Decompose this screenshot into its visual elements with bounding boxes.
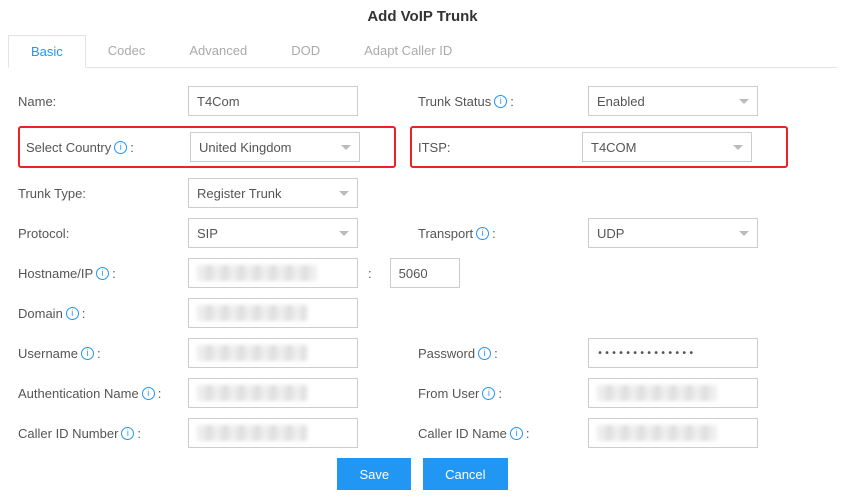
tab-bar: Basic Codec Advanced DOD Adapt Caller ID [8,35,837,68]
trunk-status-select[interactable]: Enabled [588,86,758,116]
info-icon[interactable]: i [81,347,94,360]
label-caller-id-number: Caller ID Number i: [18,426,188,441]
info-icon[interactable]: i [476,227,489,240]
domain-input[interactable] [188,298,358,328]
label-domain: Domain i: [18,306,188,321]
label-select-country: Select Country i: [26,140,190,155]
auth-name-input[interactable] [188,378,358,408]
save-button[interactable]: Save [337,458,411,490]
itsp-select[interactable]: T4COM [582,132,752,162]
label-from-user: From User i: [418,386,588,401]
chevron-down-icon [341,145,351,150]
info-icon[interactable]: i [478,347,491,360]
label-auth-name: Authentication Name i: [18,386,188,401]
redacted-value [597,385,717,401]
highlight-itsp: ITSP: T4COM [410,126,788,168]
redacted-value [197,385,307,401]
info-icon[interactable]: i [96,267,109,280]
page-title: Add VoIP Trunk [8,2,837,35]
trunk-type-select[interactable]: Register Trunk [188,178,358,208]
label-caller-id-name: Caller ID Name i: [418,426,588,441]
cancel-button[interactable]: Cancel [423,458,507,490]
label-name: Name: [18,94,188,109]
name-input[interactable]: T4Com [188,86,358,116]
label-password: Password i: [418,346,588,361]
port-input[interactable]: 5060 [390,258,460,288]
label-trunk-type: Trunk Type: [18,186,188,201]
chevron-down-icon [739,99,749,104]
hostname-input[interactable] [188,258,358,288]
info-icon[interactable]: i [121,427,134,440]
username-input[interactable] [188,338,358,368]
tab-basic[interactable]: Basic [8,35,86,68]
from-user-input[interactable] [588,378,758,408]
label-transport: Transport i: [418,226,588,241]
redacted-value [197,305,307,321]
chevron-down-icon [339,231,349,236]
tab-codec[interactable]: Codec [86,35,168,67]
label-protocol: Protocol: [18,226,188,241]
info-icon[interactable]: i [482,387,495,400]
info-icon[interactable]: i [142,387,155,400]
tab-adapt-caller-id[interactable]: Adapt Caller ID [342,35,474,67]
redacted-value [197,265,317,281]
redacted-value [597,425,717,441]
info-icon[interactable]: i [66,307,79,320]
label-itsp: ITSP: [418,140,582,155]
password-input[interactable]: •••••••••••••• [588,338,758,368]
info-icon[interactable]: i [114,141,127,154]
info-icon[interactable]: i [510,427,523,440]
highlight-select-country: Select Country i: United Kingdom [18,126,396,168]
label-username: Username i: [18,346,188,361]
info-icon[interactable]: i [494,95,507,108]
chevron-down-icon [733,145,743,150]
redacted-value [197,345,307,361]
tab-advanced[interactable]: Advanced [167,35,269,67]
caller-id-name-input[interactable] [588,418,758,448]
chevron-down-icon [739,231,749,236]
transport-select[interactable]: UDP [588,218,758,248]
tab-dod[interactable]: DOD [269,35,342,67]
form: Name: T4Com Trunk Status i: Enabled Sele… [8,86,837,448]
chevron-down-icon [339,191,349,196]
button-bar: Save Cancel [8,458,837,490]
hostname-port-separator: : [368,266,372,281]
select-country-select[interactable]: United Kingdom [190,132,360,162]
redacted-value [197,425,307,441]
protocol-select[interactable]: SIP [188,218,358,248]
label-hostname: Hostname/IP i: [18,266,188,281]
caller-id-number-input[interactable] [188,418,358,448]
label-trunk-status: Trunk Status i: [418,94,588,109]
